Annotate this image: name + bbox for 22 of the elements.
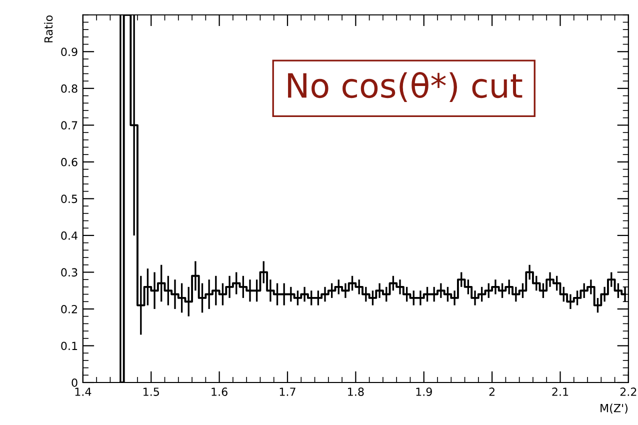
x-tick-label: 2	[489, 388, 494, 396]
y-tick-label: 0.4	[61, 231, 78, 240]
y-tick-label: 0.2	[61, 304, 77, 314]
x-tick-label: 1.4	[75, 388, 92, 396]
y-tick-label: 0.8	[61, 84, 78, 93]
y-axis-title: Ratio	[44, 15, 53, 42]
x-axis-title: M(Z')	[600, 404, 628, 414]
y-tick-label: 0	[72, 378, 78, 387]
x-tick-label: 1.5	[144, 388, 159, 396]
x-tick-label: 2.1	[552, 388, 568, 396]
x-tick-label: 1.7	[280, 388, 296, 396]
x-tick-label: 1.6	[212, 388, 228, 396]
y-tick-label: 0.1	[61, 342, 78, 350]
y-tick-label: 0.5	[61, 194, 78, 204]
annotation: No cos(θ*) cut	[288, 72, 522, 102]
y-tick-label: 0.6	[61, 158, 78, 166]
x-tick-label: 1.9	[416, 388, 432, 396]
y-tick-label: 0.7	[61, 121, 78, 130]
x-tick-label: 2.2	[620, 388, 636, 396]
x-tick-label: 1.8	[348, 388, 364, 396]
y-tick-label: 0.9	[61, 48, 78, 56]
y-tick-label: 0.3	[61, 268, 78, 277]
